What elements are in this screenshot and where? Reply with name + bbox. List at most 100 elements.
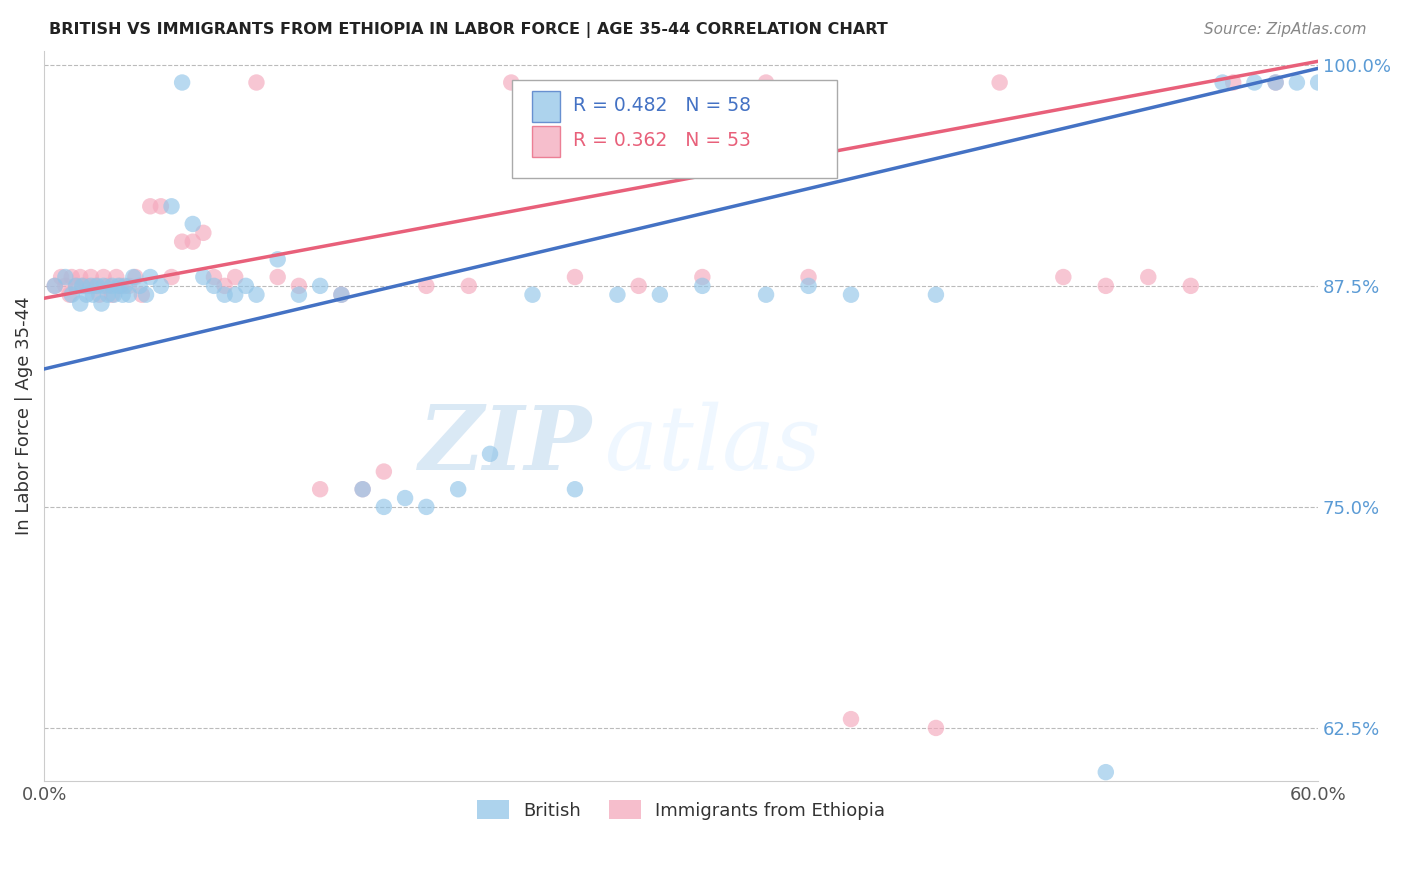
Point	[58, 287, 80, 301]
Point	[80, 278, 103, 293]
Point	[1308, 75, 1330, 89]
Point	[988, 75, 1011, 89]
Point	[49, 270, 72, 285]
Point	[124, 270, 146, 285]
Point	[172, 235, 194, 249]
Point	[122, 270, 145, 285]
Point	[373, 465, 395, 479]
Point	[564, 270, 586, 285]
Text: R = 0.482   N = 58: R = 0.482 N = 58	[572, 96, 751, 115]
Point	[65, 278, 87, 293]
Point	[692, 278, 714, 293]
Point	[60, 270, 83, 285]
Point	[415, 500, 437, 514]
Point	[288, 287, 311, 301]
Point	[135, 287, 157, 301]
Point	[1243, 75, 1265, 89]
Point	[214, 278, 236, 293]
Point	[224, 287, 246, 301]
Point	[925, 287, 948, 301]
Point	[44, 278, 66, 293]
Point	[181, 235, 204, 249]
Point	[797, 278, 820, 293]
FancyBboxPatch shape	[531, 126, 560, 157]
Point	[181, 217, 204, 231]
Point	[755, 287, 778, 301]
Point	[352, 482, 374, 496]
Point	[160, 270, 183, 285]
Point	[235, 278, 257, 293]
Point	[288, 278, 311, 293]
Point	[1137, 270, 1160, 285]
Point	[128, 278, 150, 293]
Point	[373, 500, 395, 514]
Point	[111, 287, 134, 301]
Point	[1180, 278, 1202, 293]
Point	[692, 270, 714, 285]
Point	[172, 75, 194, 89]
Point	[69, 270, 91, 285]
Point	[160, 199, 183, 213]
Point	[797, 270, 820, 285]
Point	[86, 278, 108, 293]
Text: R = 0.362   N = 53: R = 0.362 N = 53	[572, 131, 751, 150]
Point	[101, 287, 124, 301]
Point	[224, 270, 246, 285]
Point	[44, 278, 66, 293]
Text: Source: ZipAtlas.com: Source: ZipAtlas.com	[1204, 22, 1367, 37]
Point	[97, 278, 120, 293]
Point	[1264, 75, 1286, 89]
Point	[755, 75, 778, 89]
Point	[76, 278, 98, 293]
Point	[447, 482, 470, 496]
Point	[131, 287, 153, 301]
Point	[309, 482, 332, 496]
Point	[839, 712, 862, 726]
Point	[1094, 278, 1116, 293]
FancyBboxPatch shape	[512, 80, 837, 178]
Point	[89, 287, 111, 301]
Point	[457, 278, 479, 293]
Point	[93, 270, 115, 285]
Point	[90, 296, 112, 310]
Point	[1094, 765, 1116, 780]
Point	[352, 482, 374, 496]
Point	[53, 278, 76, 293]
Point	[193, 226, 215, 240]
Point	[1285, 75, 1308, 89]
Point	[76, 287, 98, 301]
Point	[394, 491, 416, 505]
Legend: British, Immigrants from Ethiopia: British, Immigrants from Ethiopia	[470, 793, 893, 827]
Point	[266, 270, 288, 285]
Point	[193, 270, 215, 285]
Point	[648, 287, 671, 301]
Point	[330, 287, 353, 301]
Point	[110, 278, 132, 293]
Text: atlas: atlas	[605, 401, 821, 489]
Point	[118, 287, 141, 301]
Point	[1264, 75, 1286, 89]
Point	[202, 278, 225, 293]
Point	[309, 278, 332, 293]
Point	[84, 278, 107, 293]
Point	[266, 252, 288, 267]
Point	[564, 482, 586, 496]
Point	[139, 270, 162, 285]
Point	[501, 75, 523, 89]
Text: BRITISH VS IMMIGRANTS FROM ETHIOPIA IN LABOR FORCE | AGE 35-44 CORRELATION CHART: BRITISH VS IMMIGRANTS FROM ETHIOPIA IN L…	[49, 22, 889, 38]
Point	[72, 278, 94, 293]
Y-axis label: In Labor Force | Age 35-44: In Labor Force | Age 35-44	[15, 296, 32, 535]
Point	[97, 287, 120, 301]
Point	[105, 270, 128, 285]
Point	[415, 278, 437, 293]
Point	[65, 278, 87, 293]
Point	[114, 278, 136, 293]
Point	[479, 447, 502, 461]
Point	[82, 287, 104, 301]
Point	[1052, 270, 1074, 285]
Point	[627, 278, 650, 293]
Point	[69, 296, 91, 310]
Point	[72, 278, 94, 293]
Point	[80, 270, 103, 285]
Point	[60, 287, 83, 301]
